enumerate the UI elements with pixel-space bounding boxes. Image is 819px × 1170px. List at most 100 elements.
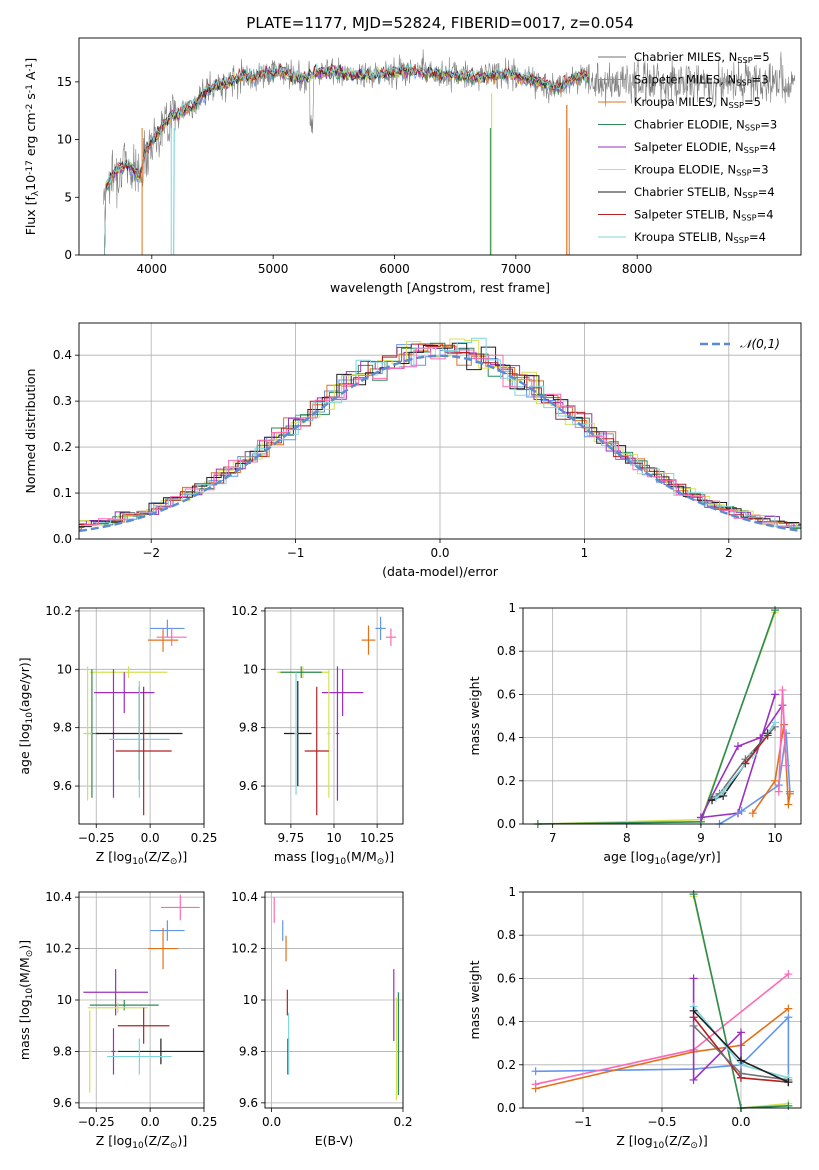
axes-weight_vs_age: 7 8 9 10 0.0 0.2 0.4 0.6 0.8 1 age [log10(age/yr)]… bbox=[467, 601, 802, 867]
axes-frame bbox=[78, 891, 205, 1109]
weight-marker bbox=[737, 807, 746, 816]
series-model-7 bbox=[103, 62, 589, 255]
y-tick-label: 0 bbox=[64, 248, 72, 262]
plot-background bbox=[79, 608, 204, 824]
y-tick-label: 9.6 bbox=[239, 1096, 258, 1110]
x-tick-label: 0.0 bbox=[430, 546, 449, 560]
y-tick-label: 0.0 bbox=[497, 1101, 516, 1115]
x-tick-label: 8000 bbox=[622, 262, 653, 276]
y-tick-label: 0.8 bbox=[497, 928, 516, 942]
x-tick-label: −2 bbox=[142, 546, 160, 560]
y-tick-label: 0.6 bbox=[497, 687, 516, 701]
y-tick-label: 9.6 bbox=[239, 779, 258, 793]
weight-marker bbox=[719, 787, 728, 796]
axes-frame bbox=[78, 37, 802, 256]
weight-marker bbox=[784, 1013, 793, 1022]
legend-label: 𝒩(0,1) bbox=[740, 337, 780, 351]
y-tick-label: 10.2 bbox=[231, 942, 258, 956]
x-axis-label: wavelength [Angstrom, rest frame] bbox=[330, 280, 550, 295]
weight-marker bbox=[736, 1056, 745, 1065]
x-tick-label: 0.25 bbox=[191, 831, 218, 845]
plot-area-mass_vs_EBV bbox=[273, 897, 399, 1101]
y-tick-label: 1 bbox=[508, 885, 516, 899]
axes-age_vs_Z: −0.25 0.0 0.25 9.6 9.8 10 10.2 Z [log10(Z/Z⊙)] a… bbox=[17, 604, 217, 867]
plot-area-age_vs_Z bbox=[83, 619, 187, 816]
x-axis-label: Z [log10(Z/Z⊙)] bbox=[616, 1133, 707, 1151]
weight-marker bbox=[782, 729, 791, 738]
x-tick-label: 2 bbox=[725, 546, 733, 560]
x-tick-label: 0.0 bbox=[141, 1115, 160, 1129]
weight-marker bbox=[771, 776, 780, 785]
plot-background bbox=[523, 608, 801, 824]
y-tick-label: 1 bbox=[508, 601, 516, 615]
x-tick-label: 1 bbox=[581, 546, 589, 560]
weight-marker bbox=[531, 1080, 540, 1089]
x-axis-label: Z [log10(Z/Z⊙)] bbox=[96, 849, 187, 867]
x-tick-label: 4000 bbox=[137, 262, 168, 276]
axes-frame bbox=[78, 322, 802, 540]
y-tick-label: 0.8 bbox=[497, 644, 516, 658]
x-tick-label: 0.0 bbox=[262, 1115, 281, 1129]
x-tick-label: 10 bbox=[326, 831, 341, 845]
x-tick-label: 0.25 bbox=[191, 1115, 218, 1129]
figure-title: PLATE=1177, MJD=52824, FIBERID=0017, z=0… bbox=[246, 14, 633, 32]
weight-series-3 bbox=[700, 704, 784, 818]
weight-marker bbox=[778, 686, 787, 695]
plot-area-residuals bbox=[79, 337, 801, 533]
legend-label: Salpeter MILES, NSSP=3 bbox=[634, 73, 769, 88]
weight-marker bbox=[784, 970, 793, 979]
weight-marker bbox=[696, 813, 705, 822]
axes-spectrum: 4000 5000 6000 7000 8000 0 5 10 15 wavelength [An… bbox=[23, 37, 802, 295]
y-tick-label: 10 bbox=[57, 662, 72, 676]
y-tick-label: 0.0 bbox=[497, 817, 516, 831]
y-tick-label: 0.0 bbox=[53, 532, 72, 546]
normal-curve bbox=[79, 354, 801, 533]
y-axis-label: mass weight bbox=[467, 676, 482, 755]
series-model-3 bbox=[103, 65, 589, 255]
y-tick-label: 0.2 bbox=[53, 440, 72, 454]
y-axis-label: mass weight bbox=[467, 960, 482, 1039]
y-tick-label: 9.8 bbox=[239, 1044, 258, 1058]
x-tick-label: −1 bbox=[287, 546, 305, 560]
axes-frame bbox=[264, 891, 404, 1109]
weight-marker bbox=[756, 733, 765, 742]
weight-series-10 bbox=[744, 734, 769, 764]
weight-marker bbox=[771, 718, 780, 727]
y-tick-label: 0.4 bbox=[497, 731, 516, 745]
y-tick-label: 9.8 bbox=[239, 721, 258, 735]
legend-label: Chabrier MILES, NSSP=5 bbox=[634, 50, 770, 65]
y-tick-label: 0.4 bbox=[53, 348, 72, 362]
weight-marker bbox=[741, 759, 750, 768]
axes-mass_vs_Z: −0.25 0.0 0.25 9.6 9.8 10 10.2 10.4 Z [log10(Z/Z… bbox=[17, 890, 217, 1150]
x-tick-label: −1 bbox=[574, 1115, 592, 1129]
axes-frame bbox=[78, 607, 205, 825]
y-axis-label: mass [log10(M/M⊙)] bbox=[17, 940, 35, 1060]
weight-marker bbox=[771, 606, 780, 615]
y-tick-label: 0.1 bbox=[53, 486, 72, 500]
weight-marker bbox=[763, 731, 772, 740]
axes-frame bbox=[264, 607, 404, 825]
x-axis-label: E(B-V) bbox=[315, 1133, 354, 1148]
axes-frame bbox=[522, 607, 802, 825]
y-tick-label: 0.2 bbox=[497, 1058, 516, 1072]
x-tick-label: 6000 bbox=[379, 262, 410, 276]
weight-marker bbox=[689, 1006, 698, 1015]
y-tick-label: 0.6 bbox=[497, 971, 516, 985]
axes-age_vs_mass: 9.75 10 10.25 9.6 9.8 10 10.2 mass [log10(M/M⊙)… bbox=[231, 604, 404, 867]
y-tick-label: 10 bbox=[243, 662, 258, 676]
histogram-step-8 bbox=[84, 347, 801, 527]
x-tick-label: 0.0 bbox=[141, 831, 160, 845]
histogram-step-7 bbox=[81, 337, 801, 528]
weight-marker bbox=[689, 1075, 698, 1084]
weight-series-6 bbox=[715, 722, 776, 799]
y-tick-label: 0.4 bbox=[497, 1015, 516, 1029]
x-tick-label: 7 bbox=[549, 831, 557, 845]
x-tick-label: 0.2 bbox=[393, 1115, 412, 1129]
x-axis-label: Z [log10(Z/Z⊙)] bbox=[96, 1133, 187, 1151]
axes-frame bbox=[522, 891, 802, 1109]
axes-layer: 4000 5000 6000 7000 8000 0 5 10 15 wavelength [An… bbox=[17, 37, 802, 1151]
legend-label: Chabrier ELODIE, NSSP=3 bbox=[634, 118, 777, 133]
plot-area-mass_vs_Z bbox=[83, 894, 204, 1093]
weight-marker bbox=[785, 789, 794, 798]
weight-marker bbox=[784, 1004, 793, 1013]
